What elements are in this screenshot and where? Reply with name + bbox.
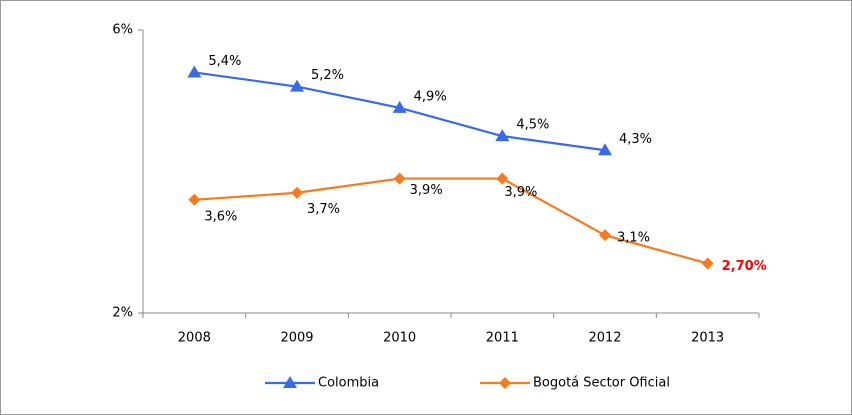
series-line <box>194 177 708 265</box>
data-point <box>393 172 406 185</box>
data-label: 3,1% <box>617 231 650 246</box>
y-tick-label: 6% <box>112 23 133 38</box>
data-label: 2,70% <box>722 259 767 274</box>
data-point <box>187 65 202 78</box>
x-tick-label: 2010 <box>383 331 416 346</box>
data-label: 3,6% <box>204 209 237 224</box>
x-tick-label: 2011 <box>486 331 519 346</box>
data-label: 3,9% <box>410 183 443 198</box>
x-tick-label: 2013 <box>691 331 724 346</box>
data-label: 3,7% <box>307 202 340 217</box>
data-point <box>599 229 611 242</box>
x-tick-label: 2009 <box>280 331 313 346</box>
data-point <box>701 257 714 270</box>
data-label: 5,4% <box>208 54 241 69</box>
data-label: 4,5% <box>516 118 549 133</box>
data-point <box>291 186 303 199</box>
x-tick-label: 2008 <box>178 331 211 346</box>
data-point <box>598 143 612 156</box>
data-point <box>188 193 201 206</box>
data-label: 5,2% <box>311 68 344 83</box>
legend-marker <box>499 377 511 389</box>
legend-label: Bogotá Sector Oficial <box>533 376 670 391</box>
data-label: 4,3% <box>619 132 652 147</box>
data-point <box>392 100 407 113</box>
data-label: 3,9% <box>504 185 537 200</box>
data-label: 4,9% <box>414 89 447 104</box>
legend-label: Colombia <box>318 376 379 391</box>
legend-marker <box>283 376 297 388</box>
data-point <box>290 79 304 92</box>
x-tick-label: 2012 <box>588 331 621 346</box>
data-point <box>496 172 509 185</box>
data-point <box>495 129 510 142</box>
y-tick-label: 2% <box>112 306 133 321</box>
